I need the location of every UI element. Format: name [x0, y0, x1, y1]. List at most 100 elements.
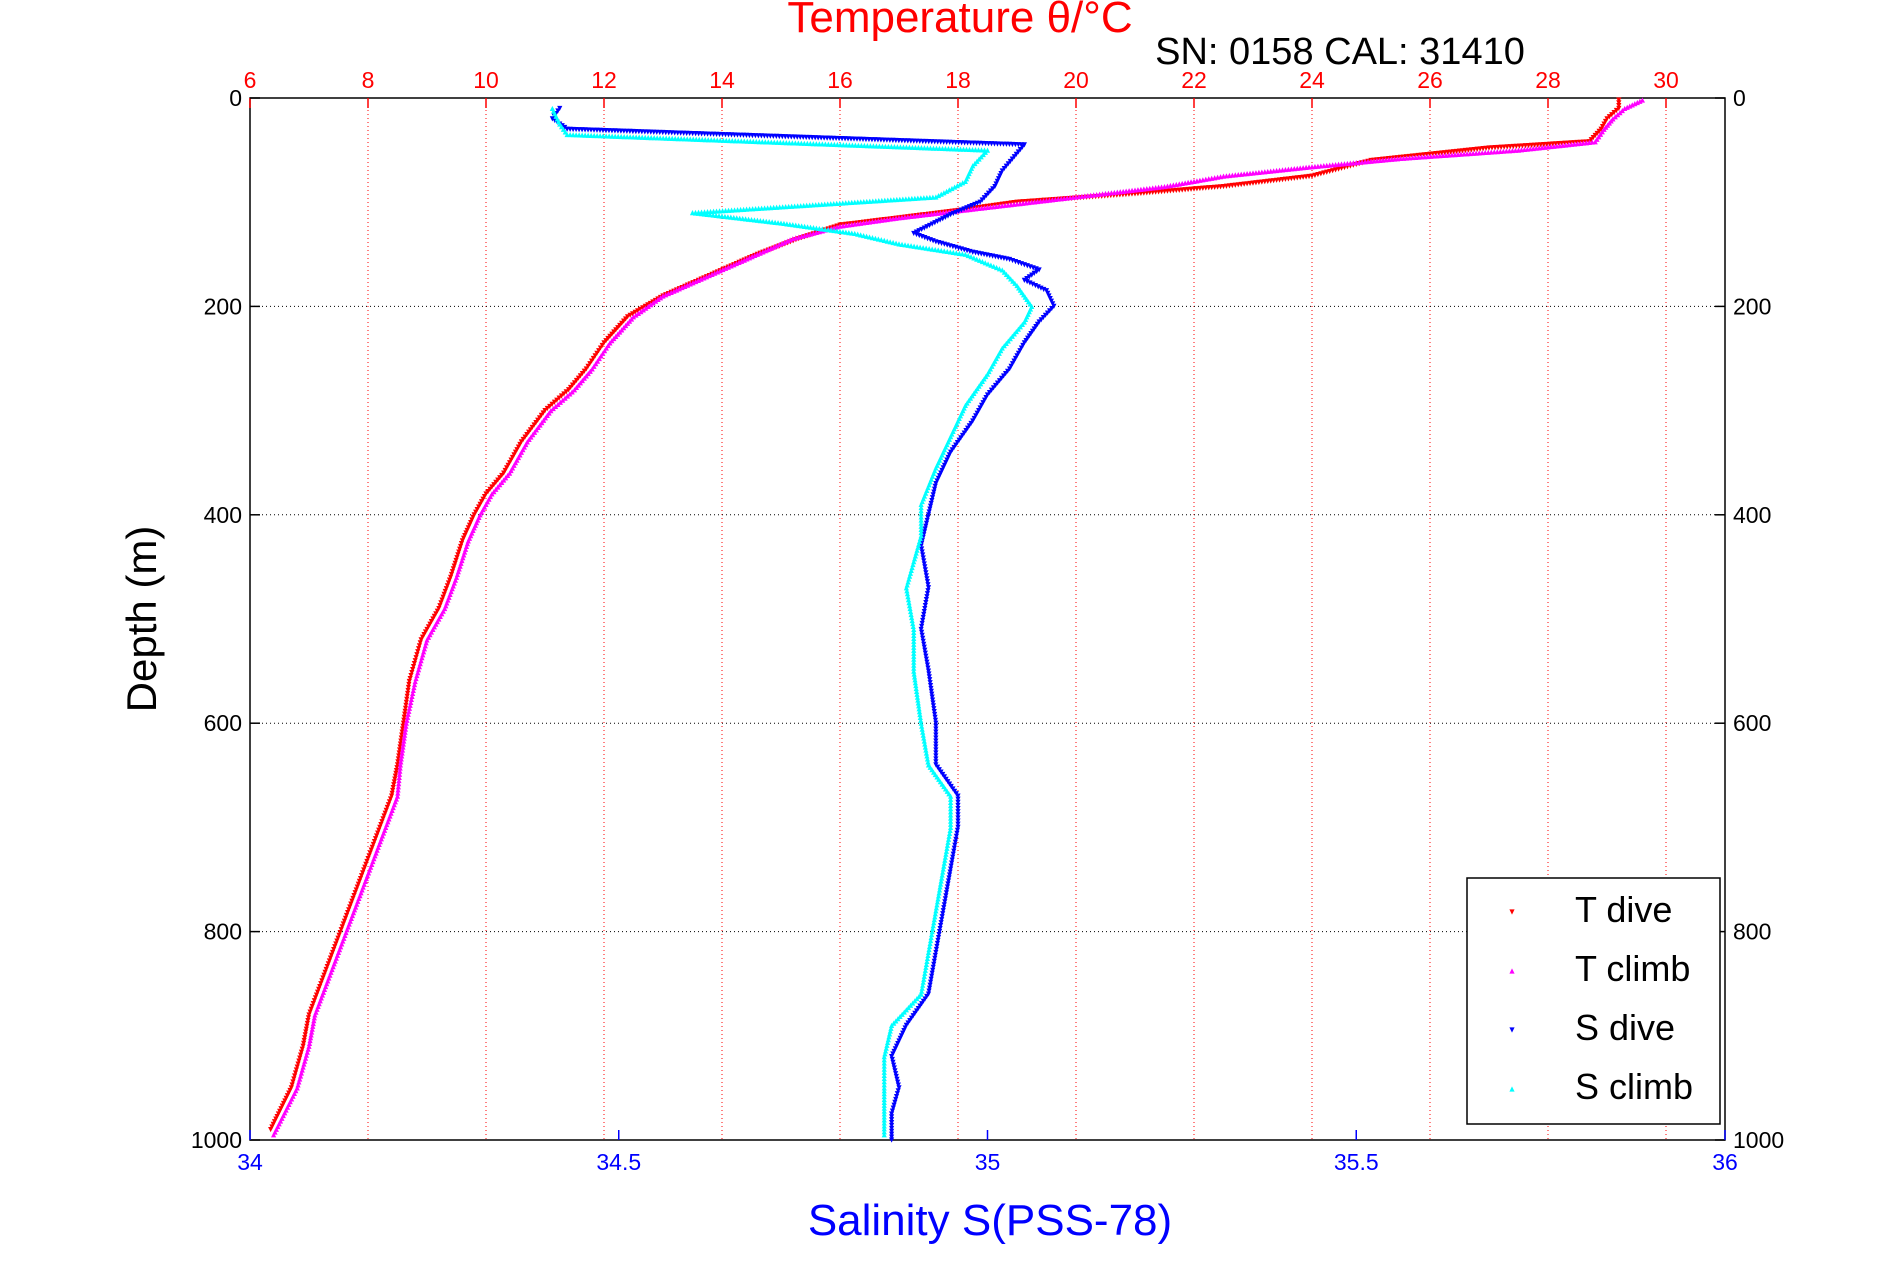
data-point	[927, 506, 933, 512]
data-point	[712, 270, 718, 276]
data-point	[938, 470, 944, 476]
data-point	[926, 946, 932, 953]
data-point	[933, 720, 939, 726]
data-point	[893, 240, 899, 246]
data-point	[816, 229, 822, 235]
data-point	[403, 720, 409, 726]
legend-label: S dive	[1575, 1007, 1675, 1048]
data-point	[892, 1046, 898, 1052]
data-point	[934, 899, 941, 905]
salinity-tick-label: 35	[975, 1149, 1001, 1175]
data-point	[334, 938, 340, 944]
data-point	[931, 961, 937, 967]
data-point	[931, 917, 937, 923]
data-point	[886, 1034, 892, 1040]
data-point	[945, 454, 951, 461]
data-point	[515, 444, 522, 450]
data-point	[295, 1061, 301, 1067]
data-point	[959, 251, 965, 257]
data-point	[911, 641, 917, 647]
data-point	[933, 741, 939, 747]
data-point	[889, 1056, 895, 1063]
data-point	[861, 232, 867, 239]
data-point	[364, 858, 370, 865]
data-point	[936, 931, 942, 938]
data-point	[921, 973, 927, 979]
data-point	[902, 1025, 908, 1031]
data-point	[1034, 269, 1040, 275]
data-point	[910, 620, 916, 627]
data-point	[923, 245, 929, 251]
data-point	[640, 307, 646, 313]
data-point	[363, 861, 369, 867]
temperature-tick-label: 14	[709, 67, 735, 93]
data-point	[926, 674, 932, 680]
data-point	[933, 949, 939, 956]
data-point	[896, 1085, 902, 1091]
data-point	[893, 1096, 899, 1103]
data-point	[872, 235, 878, 241]
data-point	[882, 1051, 888, 1057]
data-point	[587, 361, 593, 367]
data-point	[389, 793, 395, 799]
data-point	[1509, 909, 1515, 915]
data-point	[330, 949, 336, 956]
data-point	[936, 473, 943, 479]
data-point	[933, 726, 939, 732]
data-point	[920, 617, 926, 624]
data-point	[630, 311, 636, 317]
data-point	[720, 266, 726, 273]
data-point	[370, 841, 376, 848]
data-point	[962, 251, 968, 257]
data-point	[279, 1103, 285, 1109]
data-point	[424, 626, 430, 633]
data-point	[369, 844, 375, 850]
data-point	[933, 480, 939, 487]
data-point	[405, 684, 412, 691]
data-point	[391, 782, 397, 788]
data-point	[921, 561, 927, 567]
legend-box	[1466, 877, 1721, 1125]
data-point	[974, 410, 980, 416]
data-point	[462, 533, 468, 539]
data-point	[562, 124, 568, 131]
data-point	[911, 635, 917, 641]
data-point	[920, 732, 926, 738]
data-point	[924, 224, 930, 230]
data-point	[682, 283, 688, 289]
data-point	[398, 756, 404, 762]
data-point	[1611, 109, 1617, 116]
data-point	[925, 588, 931, 594]
data-point	[643, 305, 649, 311]
data-point	[405, 711, 411, 717]
data-point	[1509, 1027, 1515, 1033]
temperature-tick-label: 20	[1063, 67, 1089, 93]
data-point	[443, 586, 449, 592]
data-point	[927, 680, 933, 686]
data-point	[918, 511, 924, 517]
data-point	[954, 827, 961, 833]
data-point	[911, 662, 917, 668]
data-point	[938, 247, 944, 254]
data-point	[917, 711, 923, 718]
data-point	[912, 677, 918, 683]
data-point	[790, 236, 796, 242]
data-point	[941, 863, 947, 869]
data-point	[904, 588, 910, 594]
data-point	[402, 732, 408, 738]
data-point	[911, 626, 917, 633]
data-point	[589, 358, 595, 364]
data-point	[357, 875, 364, 882]
data-point	[650, 300, 656, 306]
data-point	[511, 452, 517, 458]
depth-tick-label-right: 800	[1733, 919, 1771, 945]
data-point	[881, 1091, 887, 1097]
data-point	[549, 401, 555, 407]
data-point	[976, 257, 983, 263]
temperature-axis-title: Temperature θ/°C	[787, 0, 1132, 42]
data-point	[998, 170, 1004, 177]
data-point	[889, 1114, 895, 1120]
data-point	[924, 756, 931, 762]
data-point	[347, 904, 353, 910]
series-t-climb	[271, 97, 1645, 1138]
